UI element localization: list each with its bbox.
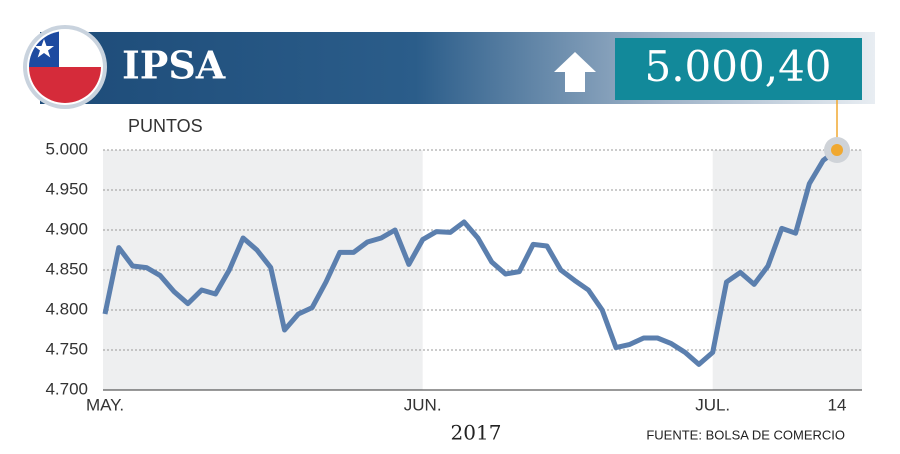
y-tick-label: 4.750 xyxy=(45,339,88,358)
last-point xyxy=(831,144,843,156)
x-tick-label: 14 xyxy=(828,395,847,414)
y-tick-label: 4.900 xyxy=(45,219,88,238)
chart-title: IPSA xyxy=(122,43,226,88)
y-tick-label: 4.950 xyxy=(45,179,88,198)
current-value: 5.000,40 xyxy=(644,42,831,91)
y-tick-label: 4.800 xyxy=(45,299,88,318)
line-series xyxy=(102,148,839,367)
up-arrow xyxy=(554,52,596,92)
x-tick-label: JUL. xyxy=(695,395,730,414)
value-box xyxy=(615,38,862,100)
x-axis-label: 2017 xyxy=(451,421,502,445)
flag xyxy=(23,25,107,109)
x-tick-label: JUN. xyxy=(404,395,442,414)
y-tick-label: 4.700 xyxy=(45,379,88,398)
x-tick-label: MAY. xyxy=(86,395,124,414)
y-axis-label: PUNTOS xyxy=(128,116,203,136)
y-tick-label: 4.850 xyxy=(45,259,88,278)
y-tick-label: 5.000 xyxy=(45,139,88,158)
source: FUENTE: BOLSA DE COMERCIO xyxy=(646,427,845,442)
